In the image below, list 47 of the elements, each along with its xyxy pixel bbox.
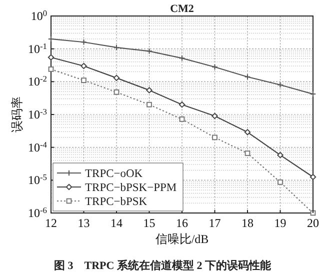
point (48, 66, 54, 72)
point (48, 54, 54, 60)
point (81, 78, 86, 84)
point (178, 55, 186, 62)
x-tick-label: 19 (274, 216, 286, 230)
y-tick-label: 10$^{-5}$ (28, 172, 47, 188)
legend-label: TRPC−bPSK (85, 196, 148, 208)
y-tick-label: 10$^{-4}$ (28, 140, 48, 154)
point (113, 74, 120, 82)
x-tick-label: 15 (143, 216, 156, 230)
x-axis-title: 信噪比/dB (155, 232, 209, 246)
point (212, 64, 218, 70)
point (178, 102, 186, 108)
y-axis-title: 误码率 (10, 96, 24, 132)
x-tick-label: 20 (307, 216, 319, 230)
point (244, 74, 251, 80)
point (278, 179, 283, 185)
point (310, 174, 316, 180)
x-tick-label: 14 (110, 216, 122, 230)
point (212, 134, 218, 140)
point (80, 62, 87, 70)
point (146, 87, 152, 94)
chart-title: CM2 (170, 3, 194, 15)
point (113, 44, 120, 51)
x-tick-label: 18 (242, 216, 254, 230)
point (244, 150, 250, 156)
point (244, 129, 251, 136)
point (80, 39, 87, 46)
y-tick-label: 10$^{-6}$ (28, 206, 47, 220)
point (146, 102, 152, 108)
x-tick-label: 16 (176, 216, 188, 230)
y-tick-label: 10$^{-2}$ (28, 74, 47, 89)
point (277, 152, 284, 158)
point (146, 48, 152, 54)
y-tick-label: 10$^{-1}$ (28, 41, 47, 56)
caption: 图 3 TRPC 系统在信道模型 2 下的误码性能 (54, 259, 272, 272)
x-tick-label: 13 (78, 216, 90, 230)
y-tick-label: 10$^{0}$ (30, 8, 47, 23)
point (277, 82, 284, 88)
legend-label: TRPC−bPSK−PPM (85, 182, 177, 194)
point (114, 89, 120, 95)
point (179, 116, 185, 122)
y-tick-label: 10$^{-3}$ (28, 107, 47, 122)
x-tick-label: 12 (45, 216, 57, 230)
legend-label: TRPC−oOK (85, 168, 144, 180)
point (212, 112, 218, 120)
x-tick-label: 17 (208, 216, 221, 230)
